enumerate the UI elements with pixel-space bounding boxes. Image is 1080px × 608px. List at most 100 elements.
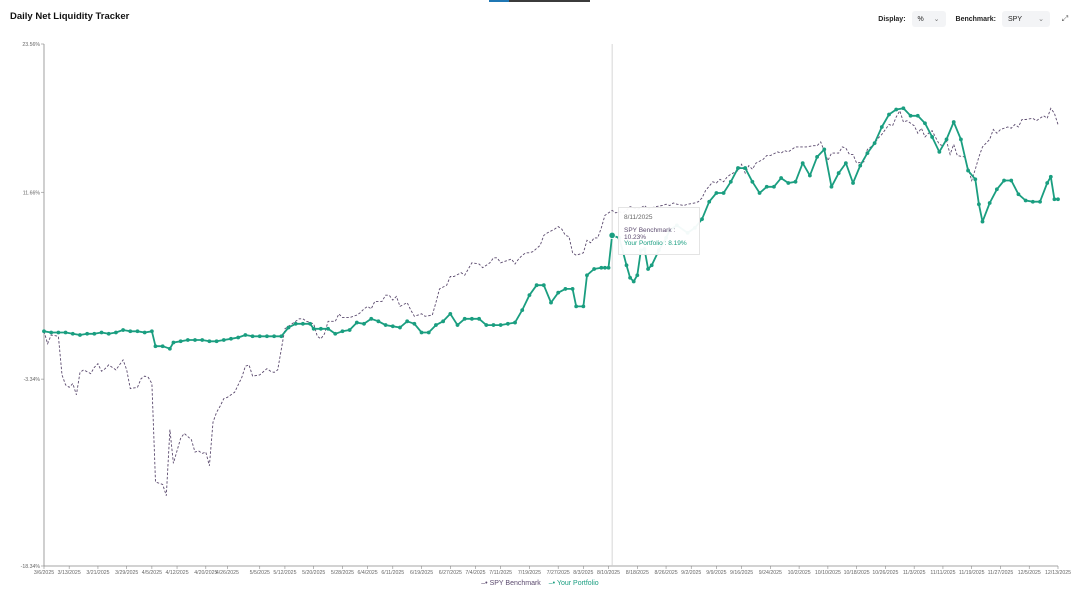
portfolio-point bbox=[455, 323, 460, 327]
y-tick-label: -3.34% bbox=[24, 377, 41, 383]
portfolio-point bbox=[714, 191, 719, 195]
x-tick-label: 8/3/2025 bbox=[573, 570, 593, 576]
portfolio-point bbox=[915, 113, 920, 118]
portfolio-point bbox=[772, 184, 776, 189]
portfolio-point bbox=[951, 120, 956, 124]
expand-icon[interactable]: ⤢ bbox=[1061, 14, 1069, 23]
series-line-benchmark bbox=[43, 107, 1059, 496]
portfolio-point bbox=[200, 338, 205, 342]
portfolio-point bbox=[527, 293, 532, 298]
portfolio-point bbox=[135, 329, 140, 334]
legend-marker-portfolio: –• bbox=[548, 580, 556, 587]
x-tick-label: 3/6/2025 bbox=[34, 570, 54, 576]
portfolio-point bbox=[743, 166, 748, 170]
portfolio-point bbox=[603, 265, 607, 270]
x-tick-label: 10/10/2025 bbox=[815, 570, 841, 576]
display-select[interactable]: % ⌄ bbox=[911, 11, 946, 27]
legend-label-portfolio: Your Portfolio bbox=[556, 580, 599, 587]
portfolio-point bbox=[308, 321, 312, 326]
portfolio-point bbox=[265, 334, 269, 339]
portfolio-point bbox=[221, 338, 226, 342]
portfolio-point bbox=[574, 304, 579, 309]
legend-item-benchmark[interactable]: –• SPY Benchmark bbox=[481, 580, 542, 587]
portfolio-point bbox=[142, 330, 147, 335]
portfolio-point bbox=[311, 326, 316, 331]
y-tick-label: -18.34% bbox=[21, 564, 41, 570]
x-tick-label: 8/10/2025 bbox=[597, 570, 620, 576]
portfolio-point bbox=[930, 135, 935, 139]
x-tick-label: 11/11/2025 bbox=[930, 570, 955, 576]
x-tick-label: 6/27/2025 bbox=[439, 570, 462, 576]
series-line-portfolio bbox=[43, 107, 1058, 350]
portfolio-point bbox=[1023, 198, 1028, 203]
portfolio-point bbox=[243, 333, 248, 337]
portfolio-point bbox=[114, 330, 118, 335]
portfolio-point bbox=[419, 330, 424, 335]
portfolio-point bbox=[469, 316, 474, 321]
portfolio-point bbox=[707, 199, 712, 204]
portfolio-point bbox=[185, 338, 190, 342]
portfolio-point bbox=[498, 323, 503, 327]
display-value: % bbox=[917, 15, 924, 23]
benchmark-select[interactable]: SPY ⌄ bbox=[1002, 11, 1050, 27]
portfolio-point bbox=[570, 287, 575, 291]
x-tick-label: 3/21/2025 bbox=[86, 570, 109, 576]
portfolio-point bbox=[362, 321, 366, 326]
portfolio-point bbox=[1045, 181, 1050, 185]
portfolio-point bbox=[901, 106, 906, 111]
portfolio-point bbox=[879, 125, 884, 129]
portfolio-point bbox=[815, 154, 819, 159]
portfolio-point bbox=[793, 179, 798, 184]
chart-controls: Display: % ⌄ Benchmark: SPY ⌄ ⤢ bbox=[878, 11, 1070, 27]
portfolio-point bbox=[347, 328, 352, 332]
x-tick-label: 8/18/2025 bbox=[626, 570, 649, 576]
x-tick-label: 11/3/2025 bbox=[903, 570, 926, 576]
portfolio-point bbox=[700, 217, 704, 222]
chevron-down-icon: ⌄ bbox=[1038, 16, 1044, 23]
portfolio-point bbox=[976, 202, 981, 207]
portfolio-point bbox=[300, 321, 305, 326]
portfolio-point bbox=[92, 331, 97, 336]
chevron-down-icon: ⌄ bbox=[933, 16, 940, 23]
portfolio-point bbox=[369, 316, 374, 321]
portfolio-point bbox=[286, 325, 291, 330]
portfolio-point bbox=[333, 331, 338, 336]
x-tick-label: 4/20/2025 bbox=[194, 570, 217, 576]
page-title: Daily Net Liquidity Tracker bbox=[10, 11, 130, 22]
portfolio-point bbox=[851, 181, 855, 185]
x-tick-label: 5/5/2025 bbox=[250, 570, 270, 576]
portfolio-point bbox=[858, 163, 863, 168]
portfolio-point bbox=[923, 121, 927, 126]
portfolio-point bbox=[779, 176, 784, 180]
portfolio-point bbox=[624, 263, 629, 268]
portfolio-point bbox=[390, 324, 395, 329]
portfolio-point bbox=[894, 107, 899, 112]
portfolio-point bbox=[556, 290, 561, 295]
x-tick-label: 4/12/2025 bbox=[166, 570, 189, 576]
portfolio-point bbox=[448, 311, 453, 316]
portfolio-point bbox=[484, 323, 489, 327]
portfolio-point bbox=[207, 339, 212, 344]
portfolio-point bbox=[585, 273, 589, 278]
x-tick-label: 11/27/2025 bbox=[988, 570, 1014, 576]
portfolio-point bbox=[1030, 199, 1035, 204]
x-tick-label: 9/24/2025 bbox=[759, 570, 782, 576]
portfolio-point bbox=[646, 267, 650, 271]
portfolio-point bbox=[534, 283, 539, 288]
portfolio-point bbox=[1016, 192, 1021, 197]
portfolio-point bbox=[887, 112, 891, 117]
portfolio-point bbox=[800, 161, 805, 166]
x-tick-label: 5/12/2025 bbox=[273, 570, 296, 576]
portfolio-point bbox=[434, 323, 438, 327]
x-tick-label: 6/19/2025 bbox=[410, 570, 433, 576]
portfolio-point bbox=[214, 339, 219, 344]
portfolio-point bbox=[250, 334, 255, 339]
x-tick-label: 7/11/2025 bbox=[489, 570, 512, 576]
portfolio-point bbox=[631, 279, 636, 284]
x-tick-label: 10/18/2025 bbox=[844, 570, 870, 576]
portfolio-point bbox=[786, 181, 791, 185]
x-tick-label: 3/13/2025 bbox=[58, 570, 81, 576]
legend-item-portfolio[interactable]: –• Your Portfolio bbox=[549, 580, 599, 587]
tooltip-benchmark: SPY Benchmark : 10.23% bbox=[624, 227, 676, 241]
